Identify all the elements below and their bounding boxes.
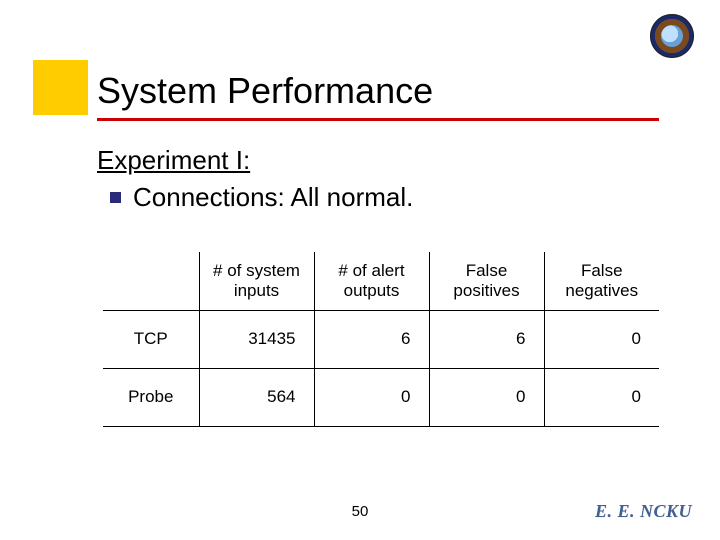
table-row-label: Probe [103,368,199,426]
table-cell: 564 [199,368,314,426]
results-table: # of system inputs # of alert outputs Fa… [103,252,659,427]
dept-logo-icon [650,14,694,58]
table-header-cell: # of alert outputs [314,252,429,310]
table-header-cell: False negatives [544,252,659,310]
accent-square [33,60,88,115]
table-header-row: # of system inputs # of alert outputs Fa… [103,252,659,310]
table-header-cell: # of system inputs [199,252,314,310]
table-cell: 0 [429,368,544,426]
table-cell: 6 [314,310,429,368]
footer-dept: E. E. NCKU [595,501,692,522]
table-cell: 0 [544,368,659,426]
table-cell: 0 [544,310,659,368]
bullet-item: Connections: All normal. [110,182,413,213]
table-row-label: TCP [103,310,199,368]
table-cell: 6 [429,310,544,368]
table-header-cell [103,252,199,310]
bullet-text: Connections: All normal. [133,182,413,213]
table-cell: 31435 [199,310,314,368]
table-row: TCP 31435 6 6 0 [103,310,659,368]
slide-title: System Performance [97,70,433,112]
title-underline [97,118,659,121]
slide-subtitle: Experiment I: [97,145,250,176]
table-header-cell: False positives [429,252,544,310]
bullet-icon [110,192,121,203]
table-cell: 0 [314,368,429,426]
table-row: Probe 564 0 0 0 [103,368,659,426]
